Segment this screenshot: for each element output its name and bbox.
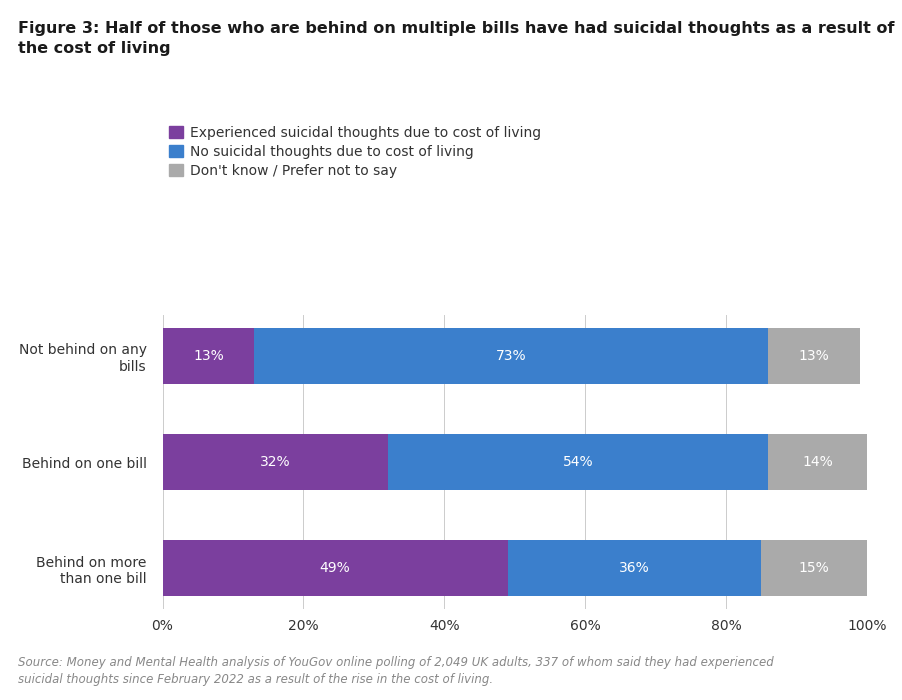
Text: 73%: 73%: [495, 349, 526, 363]
Text: 15%: 15%: [797, 561, 829, 575]
Text: 54%: 54%: [562, 455, 593, 469]
Text: Figure 3: Half of those who are behind on multiple bills have had suicidal thoug: Figure 3: Half of those who are behind o…: [18, 21, 894, 56]
Text: 14%: 14%: [801, 455, 832, 469]
Bar: [162, 435, 388, 489]
Bar: [162, 328, 253, 384]
Text: 36%: 36%: [619, 561, 649, 575]
Text: 32%: 32%: [260, 455, 290, 469]
Bar: [253, 328, 768, 384]
Legend: Experienced suicidal thoughts due to cost of living, No suicidal thoughts due to: Experienced suicidal thoughts due to cos…: [170, 126, 541, 178]
Text: 13%: 13%: [797, 349, 829, 363]
Bar: [162, 540, 507, 596]
Bar: [760, 540, 866, 596]
Text: 13%: 13%: [193, 349, 224, 363]
Text: Source: Money and Mental Health analysis of YouGov online polling of 2,049 UK ad: Source: Money and Mental Health analysis…: [18, 656, 773, 686]
Bar: [768, 328, 859, 384]
Bar: [768, 435, 866, 489]
Text: 49%: 49%: [319, 561, 350, 575]
Bar: [507, 540, 760, 596]
Bar: [388, 435, 768, 489]
